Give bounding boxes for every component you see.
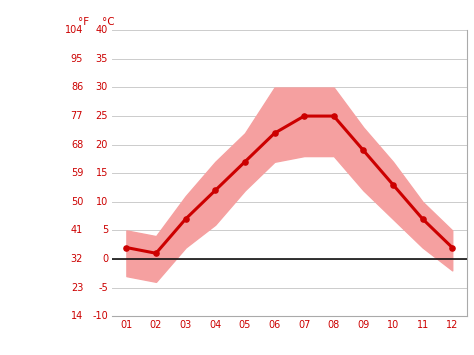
Point	[123, 245, 130, 250]
Text: 86: 86	[71, 82, 83, 93]
Point	[419, 216, 427, 222]
Point	[360, 148, 367, 153]
Point	[241, 159, 249, 165]
Text: 77: 77	[71, 111, 83, 121]
Point	[389, 182, 397, 187]
Point	[182, 216, 190, 222]
Text: 30: 30	[96, 82, 108, 93]
Text: 50: 50	[71, 197, 83, 207]
Point	[448, 245, 456, 250]
Text: 32: 32	[71, 254, 83, 264]
Text: 104: 104	[65, 25, 83, 36]
Text: 40: 40	[96, 25, 108, 36]
Text: 35: 35	[96, 54, 108, 64]
Point	[152, 250, 160, 256]
Text: 25: 25	[96, 111, 108, 121]
Point	[271, 130, 278, 136]
Point	[211, 187, 219, 193]
Text: °C: °C	[102, 17, 114, 27]
Text: 95: 95	[71, 54, 83, 64]
Text: -10: -10	[92, 311, 108, 321]
Text: 23: 23	[71, 283, 83, 293]
Text: 59: 59	[71, 168, 83, 178]
Text: 10: 10	[96, 197, 108, 207]
Point	[330, 113, 337, 119]
Text: 0: 0	[102, 254, 108, 264]
Text: 15: 15	[96, 168, 108, 178]
Text: 14: 14	[71, 311, 83, 321]
Text: 68: 68	[71, 140, 83, 150]
Text: -5: -5	[98, 283, 108, 293]
Text: 41: 41	[71, 225, 83, 235]
Text: 5: 5	[102, 225, 108, 235]
Text: 20: 20	[96, 140, 108, 150]
Point	[301, 113, 308, 119]
Text: °F: °F	[78, 17, 89, 27]
